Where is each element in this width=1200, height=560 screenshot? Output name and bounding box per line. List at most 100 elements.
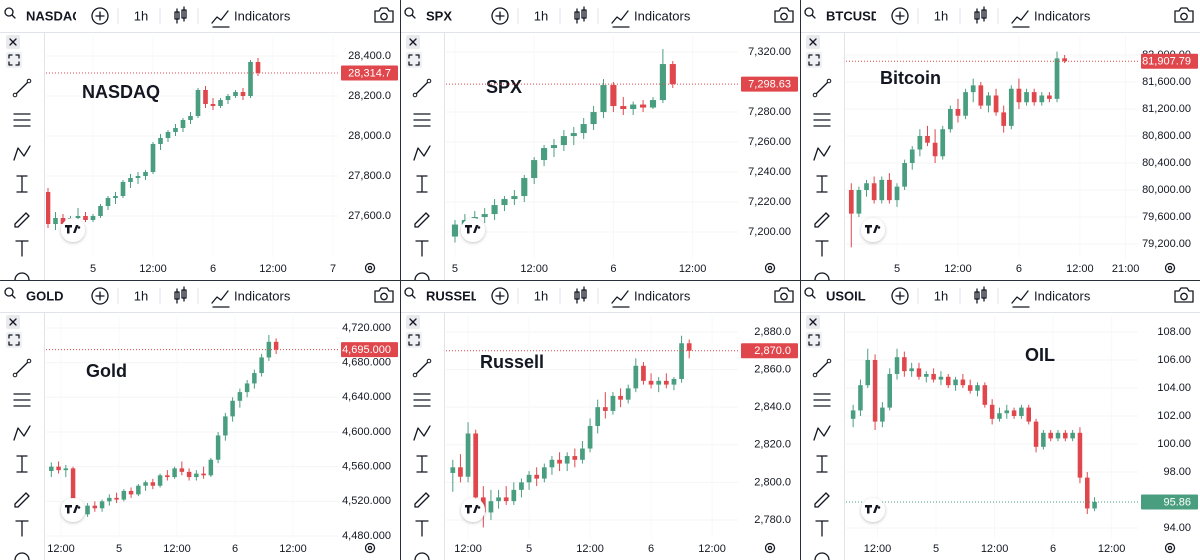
icon-tool-more[interactable] [814,552,830,560]
settings-gear[interactable] [364,542,376,554]
icon-symbol-search[interactable] [804,7,816,19]
icon-tool-line[interactable] [814,80,830,96]
symbol-name[interactable]: USOIL [826,288,866,303]
icon-snapshot[interactable] [374,287,394,303]
icon-indicators[interactable] [211,10,230,28]
icon-indicators[interactable] [611,290,630,308]
icon-symbol-search[interactable] [404,287,416,299]
settings-gear[interactable] [364,262,376,274]
interval[interactable]: 1h [534,8,548,23]
interval[interactable]: 1h [134,8,148,23]
icon-tool-tbar[interactable] [16,455,28,473]
icon-snapshot[interactable] [774,287,794,303]
icon-tool-text[interactable] [815,520,829,537]
symbol-name[interactable]: SPX [426,8,452,23]
icon-indicators[interactable] [1011,10,1030,28]
icon-tool-line[interactable] [814,360,830,376]
icon-tool-more[interactable] [414,552,430,560]
icon-tool-pen[interactable] [14,492,30,508]
icon-add-symbol[interactable] [91,287,109,305]
interval[interactable]: 1h [134,288,148,303]
symbol-name[interactable]: GOLD [26,288,64,303]
crosshair-bg[interactable] [406,332,422,348]
icon-tool-tbar[interactable] [416,455,428,473]
icon-snapshot[interactable] [1174,287,1194,303]
icon-tool-lines[interactable] [13,113,31,127]
candle-body [610,85,617,107]
indicators-button[interactable]: Indicators [234,8,291,23]
crosshair-bg[interactable] [806,332,822,348]
icon-tool-nodes[interactable] [13,145,31,161]
icon-tool-line[interactable] [414,80,430,96]
icon-tool-pen[interactable] [414,492,430,508]
icon-indicators[interactable] [1011,290,1030,308]
settings-gear[interactable] [764,542,776,554]
icon-tool-line[interactable] [14,80,30,96]
icon-tool-tbar[interactable] [16,175,28,193]
icon-tool-text[interactable] [415,520,429,537]
settings-gear[interactable] [764,262,776,274]
indicators-button[interactable]: Indicators [634,288,691,303]
settings-gear[interactable] [1164,262,1176,274]
icon-tool-pen[interactable] [14,212,30,228]
icon-chart-type[interactable] [174,286,187,304]
symbol-name[interactable]: BTCUSD [826,8,880,23]
icon-tool-lines[interactable] [813,113,831,127]
crosshair-bg[interactable] [406,52,422,68]
icon-tool-nodes[interactable] [413,425,431,441]
icon-tool-tbar[interactable] [816,175,828,193]
icon-tool-nodes[interactable] [813,425,831,441]
icon-snapshot[interactable] [374,7,394,23]
icon-add-symbol[interactable] [491,7,509,25]
crosshair-bg[interactable] [6,52,22,68]
icon-indicators[interactable] [611,10,630,28]
icon-tool-nodes[interactable] [13,425,31,441]
icon-tool-text[interactable] [15,520,29,537]
icon-tool-tbar[interactable] [816,455,828,473]
icon-symbol-search[interactable] [804,287,816,299]
icon-symbol-search[interactable] [404,7,416,19]
icon-tool-text[interactable] [15,240,29,257]
icon-indicators[interactable] [211,290,230,308]
icon-tool-lines[interactable] [813,393,831,407]
icon-chart-type[interactable] [974,286,987,304]
icon-tool-lines[interactable] [413,113,431,127]
icon-tool-pen[interactable] [814,492,830,508]
icon-chart-type[interactable] [574,6,587,24]
symbol-name[interactable]: RUSSELL [426,288,487,303]
icon-snapshot[interactable] [1174,7,1194,23]
icon-add-symbol[interactable] [491,287,509,305]
icon-chart-type[interactable] [574,286,587,304]
crosshair-bg[interactable] [806,52,822,68]
icon-symbol-search[interactable] [4,287,16,299]
icon-tool-text[interactable] [815,240,829,257]
indicators-button[interactable]: Indicators [1034,8,1091,23]
icon-tool-line[interactable] [414,360,430,376]
icon-add-symbol[interactable] [91,7,109,25]
icon-tool-line[interactable] [14,360,30,376]
icon-tool-nodes[interactable] [813,145,831,161]
symbol-name[interactable]: NASDAQ [26,8,82,23]
indicators-button[interactable]: Indicators [634,8,691,23]
icon-tool-lines[interactable] [413,393,431,407]
interval[interactable]: 1h [534,288,548,303]
icon-chart-type[interactable] [174,6,187,24]
icon-add-symbol[interactable] [891,287,909,305]
icon-tool-nodes[interactable] [413,145,431,161]
icon-tool-lines[interactable] [13,393,31,407]
interval[interactable]: 1h [934,8,948,23]
interval[interactable]: 1h [934,288,948,303]
settings-gear[interactable] [1164,542,1176,554]
icon-tool-pen[interactable] [814,212,830,228]
icon-tool-text[interactable] [415,240,429,257]
indicators-button[interactable]: Indicators [234,288,291,303]
indicators-button[interactable]: Indicators [1034,288,1091,303]
crosshair-bg[interactable] [6,332,22,348]
icon-snapshot[interactable] [774,7,794,23]
icon-chart-type[interactable] [974,6,987,24]
icon-symbol-search[interactable] [4,7,16,19]
icon-tool-tbar[interactable] [416,175,428,193]
icon-add-symbol[interactable] [891,7,909,25]
icon-tool-pen[interactable] [414,212,430,228]
icon-tool-more[interactable] [14,552,30,560]
